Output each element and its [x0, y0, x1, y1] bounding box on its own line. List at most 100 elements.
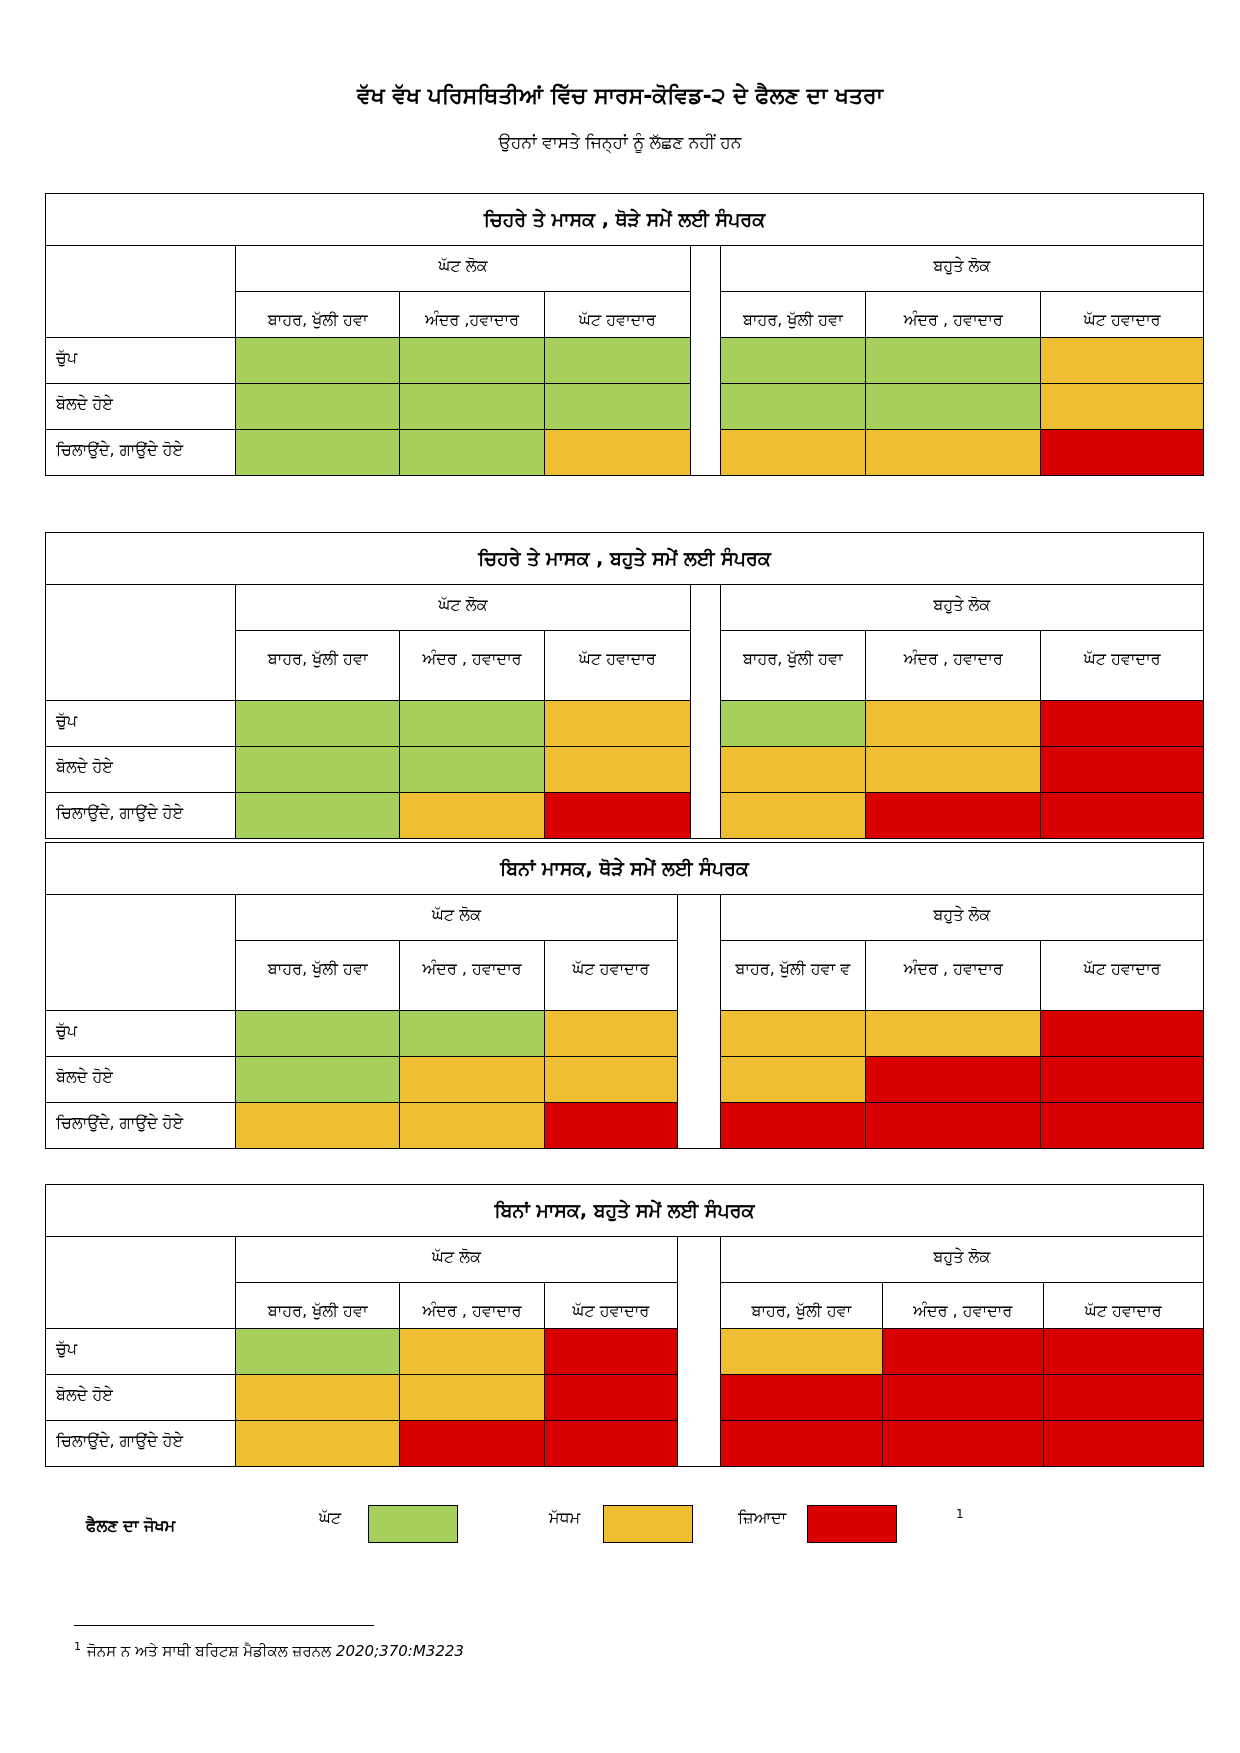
risk-cell-high [865, 1102, 1042, 1149]
risk-cell-low [719, 337, 867, 384]
column-header: ਘੱਟ ਹਵਾਦਾਰ [544, 291, 691, 338]
risk-cell-medium [865, 1010, 1042, 1057]
risk-cell-medium [865, 700, 1042, 747]
footnote-number: 1 [74, 1640, 81, 1653]
column-gap [676, 1102, 721, 1149]
risk-cell-high [865, 1056, 1042, 1103]
row-label: ਚਿਲਾਉਂਦੇ, ਗਾਉਂਦੇ ਹੋਏ [44, 429, 237, 476]
column-header: ਬਾਹਰ, ਖੁੱਲੀ ਹਵਾ [235, 291, 400, 338]
legend-low-label: ਘੱਟ [319, 1508, 342, 1527]
column-gap [676, 1374, 721, 1421]
row-label: ਚੁੱਪ [44, 337, 237, 384]
table-row: ਬੋਲਦੇ ਹੋਏ [44, 1056, 1204, 1103]
column-header: ਘੱਟ ਹਵਾਦਾਰ [544, 1282, 678, 1329]
risk-cell-low [865, 383, 1042, 430]
risk-cell-high [882, 1420, 1044, 1467]
footnote-rule [74, 1625, 374, 1626]
risk-cell-medium [719, 1328, 884, 1375]
column-gap [689, 630, 721, 701]
risk-cell-high [398, 1420, 546, 1467]
group-header-few-people: ਘੱਟ ਲੋਕ [235, 1236, 678, 1283]
risk-cell-medium [398, 1374, 546, 1421]
row-label: ਚਿਲਾਉਂਦੇ, ਗਾਉਂਦੇ ਹੋਏ [44, 792, 237, 839]
column-header: ਘੱਟ ਹਵਾਦਾਰ [1042, 1282, 1204, 1329]
legend-medium-label: ਮੱਧਮ [549, 1508, 581, 1527]
risk-cell-low [235, 1056, 400, 1103]
risk-cell-high [865, 792, 1042, 839]
risk-cell-low [398, 746, 546, 793]
group-header-many-people: ਬਹੁਤੇ ਲੋਕ [719, 245, 1205, 292]
risk-cell-high [1040, 1102, 1204, 1149]
risk-cell-low [544, 337, 691, 384]
group-header-many-people: ਬਹੁਤੇ ਲੋਕ [719, 584, 1205, 631]
risk-cell-medium [398, 1328, 546, 1375]
risk-cell-low [719, 700, 867, 747]
risk-cell-high [882, 1374, 1044, 1421]
risk-cell-medium [544, 700, 691, 747]
column-gap [676, 1010, 721, 1057]
column-gap [676, 894, 721, 941]
risk-cell-medium [398, 792, 546, 839]
risk-cell-low [235, 337, 400, 384]
group-header-many-people: ਬਹੁਤੇ ਲੋਕ [719, 1236, 1205, 1283]
column-header: ਬਾਹਰ, ਖੁੱਲੀ ਹਵਾ [719, 1282, 884, 1329]
legend-title: ਫੈਲਣ ਦਾ ਜੋਖਮ [86, 1516, 176, 1535]
column-header: ਬਾਹਰ, ਖੁੱਲੀ ਹਵਾ [719, 630, 867, 701]
column-header: ਅੰਦਰ , ਹਵਾਦਾਰ [882, 1282, 1044, 1329]
table-row: ਚਿਲਾਉਂਦੇ, ਗਾਉਂਦੇ ਹੋਏ [44, 1420, 1204, 1467]
risk-cell-low [398, 383, 546, 430]
risk-cell-low [235, 1010, 400, 1057]
row-label: ਚੁੱਪ [44, 1010, 237, 1057]
group-header-few-people: ਘੱਟ ਲੋਕ [235, 894, 678, 941]
risk-cell-medium [719, 792, 867, 839]
risk-cell-low [235, 792, 400, 839]
row-label: ਬੋਲਦੇ ਹੋਏ [44, 746, 237, 793]
legend-low-swatch [368, 1505, 458, 1543]
risk-cell-medium [398, 1102, 546, 1149]
table-caption: ਬਿਨਾਂ ਮਾਸਕ, ਬਹੁਤੇ ਸਮੇਂ ਲਈ ਸੰਪਰਕ [45, 1184, 1204, 1237]
risk-cell-medium [235, 1420, 400, 1467]
risk-cell-low [398, 337, 546, 384]
footnote-text: ਜੋਨਸ ਨ ਅਤੇ ਸਾਥੀ ਬਰਿਟਸ਼ ਮੈਡੀਕਲ ਜ਼ਰਨਲ [87, 1642, 336, 1660]
table-row: ਬੋਲਦੇ ਹੋਏ [44, 383, 1204, 430]
risk-cell-medium [544, 746, 691, 793]
risk-cell-medium [719, 746, 867, 793]
column-gap [689, 245, 721, 292]
risk-cell-high [1040, 1010, 1204, 1057]
page-subtitle: ਉਹਨਾਂ ਵਾਸਤੇ ਜਿਨ੍ਹਾਂ ਨੂੰ ਲੱਛਣ ਨਹੀਂ ਹਨ [498, 133, 742, 153]
risk-cell-medium [544, 429, 691, 476]
group-header-many-people: ਬਹੁਤੇ ਲੋਕ [719, 894, 1205, 941]
column-gap [689, 700, 721, 747]
column-header: ਅੰਦਰ , ਹਵਾਦਾਰ [398, 1282, 546, 1329]
column-gap [676, 1236, 721, 1283]
risk-cell-high [719, 1374, 884, 1421]
group-header-few-people: ਘੱਟ ਲੋਕ [235, 584, 691, 631]
row-label: ਚੁੱਪ [44, 1328, 237, 1375]
risk-cell-high [882, 1328, 1044, 1375]
column-header: ਘੱਟ ਹਵਾਦਾਰ [544, 940, 678, 1011]
column-header: ਘੱਟ ਹਵਾਦਾਰ [544, 630, 691, 701]
legend-high-swatch [807, 1505, 897, 1543]
risk-cell-low [235, 700, 400, 747]
row-label-header-empty [44, 1236, 237, 1329]
risk-cell-medium [719, 429, 867, 476]
table-row: ਬੋਲਦੇ ਹੋਏ [44, 746, 1204, 793]
risk-cell-low [235, 383, 400, 430]
risk-cell-medium [865, 429, 1042, 476]
column-gap [689, 383, 721, 430]
risk-cell-low [544, 383, 691, 430]
legend-medium-swatch [603, 1505, 693, 1543]
column-header: ਅੰਦਰ ,ਹਵਾਦਾਰ [398, 291, 546, 338]
risk-cell-high [1040, 1056, 1204, 1103]
column-gap [676, 940, 721, 1011]
footnote-citation: 2020;370:M3223 [335, 1642, 464, 1660]
risk-cell-high [544, 1420, 678, 1467]
column-gap [676, 1056, 721, 1103]
risk-cell-low [398, 429, 546, 476]
risk-cell-high [719, 1420, 884, 1467]
risk-cell-low [235, 746, 400, 793]
legend-footnote-ref: 1 [956, 1507, 964, 1521]
risk-cell-medium [235, 1102, 400, 1149]
table-row: ਚੁੱਪ [44, 1328, 1204, 1375]
table-row: ਚੁੱਪ [44, 1010, 1204, 1057]
